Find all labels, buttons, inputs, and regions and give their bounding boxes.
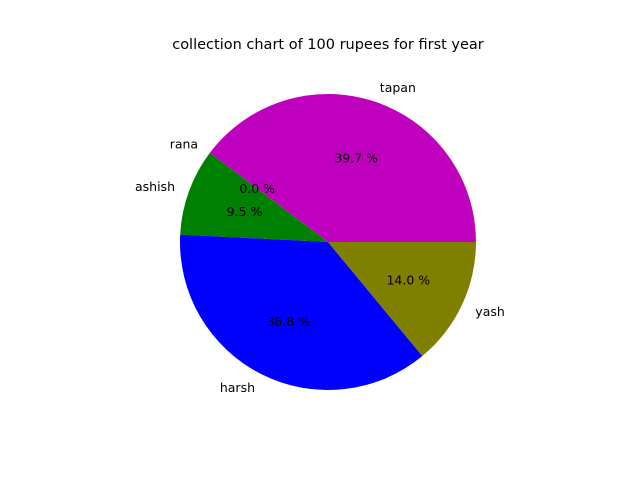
- pie-labels: tapan 39.7 % rana 0.0 % ashish 9.5 % harsh 36.8…: [135, 80, 505, 395]
- slice-label-tapan: tapan: [380, 80, 416, 95]
- slice-percent-rana: 0.0 %: [239, 181, 275, 196]
- slice-label-harsh: harsh: [220, 380, 255, 395]
- pie-slice-tapan: [209, 94, 477, 243]
- slice-percent-yash: 14.0 %: [386, 272, 430, 287]
- slice-percent-harsh: 36.8 %: [266, 314, 310, 329]
- slice-percent-tapan: 39.7 %: [334, 150, 378, 165]
- slice-percent-ashish: 9.5 %: [227, 204, 263, 219]
- pie-slice-yash: [328, 242, 476, 357]
- slice-label-rana: rana: [170, 136, 198, 151]
- slice-label-ashish: ashish: [135, 179, 175, 194]
- slice-label-yash: yash: [475, 304, 505, 319]
- pie-slice-harsh: [180, 234, 423, 391]
- pie-slice-ashish: [180, 152, 328, 242]
- chart-title: collection chart of 100 rupees for first…: [172, 37, 484, 53]
- pie-slices: [180, 94, 477, 391]
